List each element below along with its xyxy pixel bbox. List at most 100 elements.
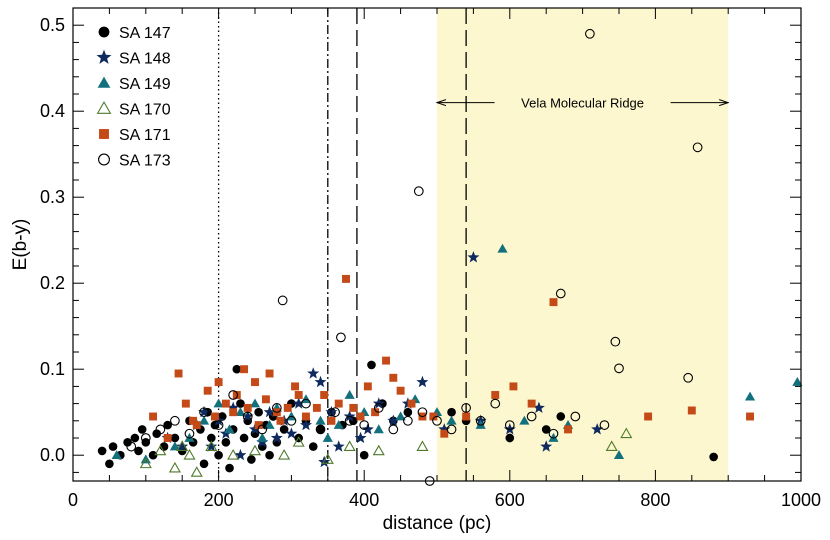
data-point [744,391,756,401]
data-point [372,444,385,456]
data-point [388,424,399,435]
data-point [283,403,292,412]
data-point [403,415,413,426]
data-point [570,411,581,422]
data-point [342,274,350,283]
legend-label: SA 171 [119,127,171,144]
data-point [389,373,398,382]
data-point [300,394,312,404]
data-point [152,429,162,439]
series-sa-173 [126,28,703,486]
data-point [241,410,254,422]
data-point [610,336,621,347]
data-point [540,440,553,452]
data-point [235,407,246,417]
data-point [254,407,263,417]
data-point [123,437,132,447]
data-point [239,433,249,443]
data-point [211,412,219,421]
data-point [261,395,270,404]
data-point [176,440,189,452]
x-axis-title: distance (pc) [383,513,492,534]
y-axis-title: E(b-y) [10,219,31,271]
data-point [225,463,234,473]
legend-entry: SA 173 [98,153,171,170]
data-point [320,391,329,399]
data-point [344,415,355,426]
data-point [263,405,276,418]
data-point [155,424,166,435]
data-point [292,436,305,447]
data-point [354,431,367,444]
data-point [221,437,231,447]
data-point [555,288,566,299]
data-point [475,420,486,429]
data-point [564,425,572,434]
annotation-label: Vela Molecular Ridge [521,96,644,111]
data-point [134,446,143,456]
data-point [333,420,344,429]
data-point [591,423,604,435]
legend-marker [98,153,110,166]
data-point [462,412,471,421]
data-point [371,408,380,417]
data-point [199,407,209,418]
data-point [416,440,429,451]
data-point [548,428,559,439]
data-point [265,450,274,460]
data-point [170,415,180,426]
data-point [203,386,212,395]
data-point [264,420,275,429]
data-point [322,432,333,442]
data-point [387,414,400,426]
data-point [417,407,428,418]
data-point [413,186,424,197]
y-tick-label: 0.0 [40,445,65,465]
legend-entry: SA 170 [96,101,171,119]
data-point [429,412,438,421]
data-point [336,332,346,343]
data-point [440,429,449,438]
data-point [315,424,326,435]
data-point [192,421,201,430]
data-point [232,364,242,374]
data-point [105,459,114,469]
data-point [234,448,247,461]
data-point [278,448,291,460]
data-point [349,403,358,412]
data-point [599,420,610,430]
legend-marker [97,76,111,88]
data-point [205,440,218,451]
legend-label: SA 170 [119,102,171,119]
data-point [491,391,500,399]
shaded-region-vela [437,8,729,481]
data-point [549,298,558,307]
data-point [176,440,189,451]
data-point [373,424,384,434]
x-tick-label: 800 [640,490,670,510]
data-point [97,446,107,456]
data-point [251,378,259,387]
data-point [585,28,595,39]
background-layer [437,8,729,481]
data-point [407,399,416,408]
data-point [148,450,158,460]
data-point [198,405,210,418]
data-point [438,423,451,435]
y-tick-label: 0.3 [40,187,65,207]
reference-lines-layer [217,8,467,481]
series-sa-170 [139,427,633,477]
x-tick-label: 1000 [781,490,821,510]
data-point [184,428,195,439]
data-point [137,425,147,434]
data-point [526,411,537,422]
series-sa-171 [149,274,754,442]
data-point [503,423,516,435]
data-point [321,453,334,464]
data-point [687,406,696,415]
data-point [199,459,209,469]
legend-label: SA 148 [119,51,171,68]
data-point [446,415,457,425]
data-point [382,356,390,365]
data-point [207,433,216,443]
